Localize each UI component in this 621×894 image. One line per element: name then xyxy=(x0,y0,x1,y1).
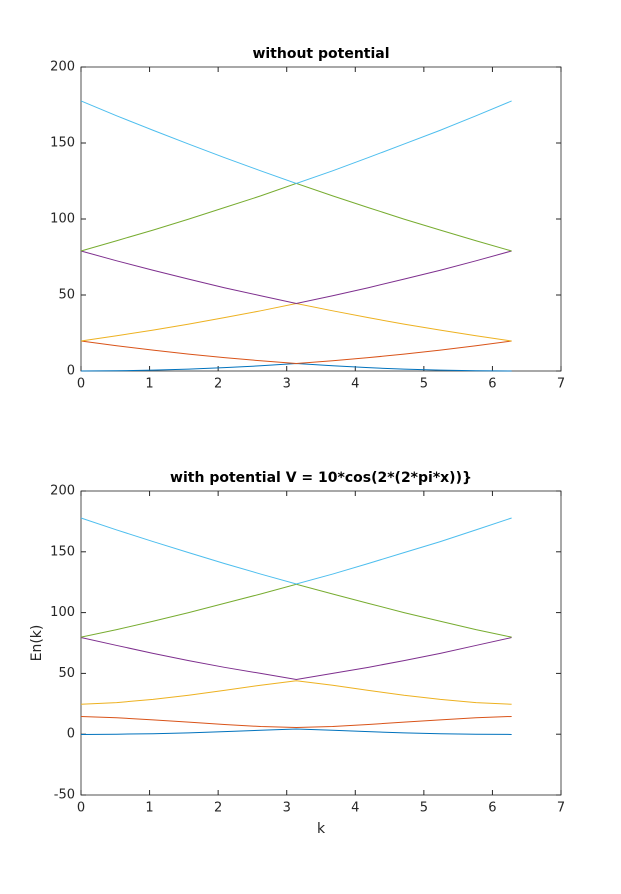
x-tick-label: 4 xyxy=(351,377,359,392)
chart-title: with potential V = 10*cos(2*(2*pi*x))} xyxy=(170,470,472,486)
y-tick-label: 100 xyxy=(50,212,75,227)
series-line xyxy=(80,517,512,585)
series-line xyxy=(80,363,512,372)
series-line xyxy=(80,100,512,184)
series-line xyxy=(80,680,512,705)
x-tick-label: 7 xyxy=(557,801,565,816)
x-tick-label: 1 xyxy=(145,377,153,392)
y-tick-label: 150 xyxy=(50,136,75,151)
axes-box xyxy=(80,490,562,796)
x-tick-label: 6 xyxy=(488,377,496,392)
y-tick-label: 200 xyxy=(50,484,75,499)
x-tick-label: 7 xyxy=(557,377,565,392)
y-tick-label: 50 xyxy=(58,288,75,303)
y-tick-label: 0 xyxy=(67,727,75,742)
series-line xyxy=(80,715,512,729)
y-tick-label: 100 xyxy=(50,605,75,620)
y-tick-label: 0 xyxy=(67,364,75,379)
x-tick-label: 3 xyxy=(283,801,291,816)
series-line xyxy=(80,637,512,680)
x-tick-label: 4 xyxy=(351,801,359,816)
axes-box xyxy=(80,66,562,372)
y-tick-label: 150 xyxy=(50,544,75,559)
x-tick-label: 2 xyxy=(214,377,222,392)
x-tick-label: 6 xyxy=(488,801,496,816)
chart-title: without potential xyxy=(252,46,389,62)
series-line xyxy=(80,340,512,365)
series-line xyxy=(80,302,512,342)
x-tick-label: 1 xyxy=(145,801,153,816)
x-tick-label: 5 xyxy=(420,801,428,816)
series-line xyxy=(80,583,512,638)
x-tick-label: 3 xyxy=(283,377,291,392)
x-tick-label: 5 xyxy=(420,377,428,392)
series-line xyxy=(80,250,512,305)
y-tick-label: -50 xyxy=(54,788,75,803)
series-line xyxy=(80,182,512,252)
x-tick-label: 0 xyxy=(77,801,85,816)
y-tick-label: 50 xyxy=(58,666,75,681)
x-axis-label: k xyxy=(317,821,326,837)
x-tick-label: 0 xyxy=(77,377,85,392)
y-tick-label: 200 xyxy=(50,60,75,75)
x-tick-label: 2 xyxy=(214,801,222,816)
y-axis-label: En(k) xyxy=(29,625,45,662)
series-line xyxy=(80,728,512,735)
